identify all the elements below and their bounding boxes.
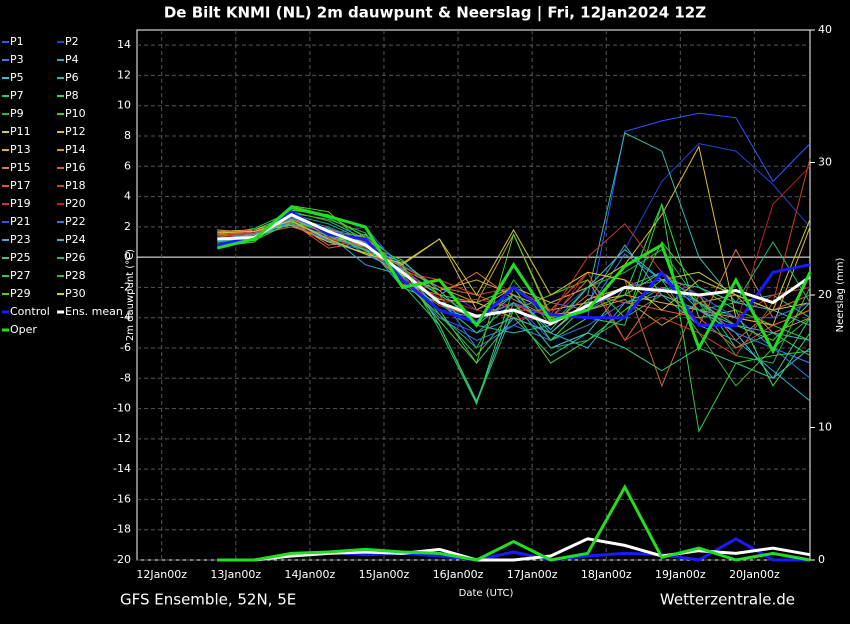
chart-title: De Bilt KNMI (NL) 2m dauwpunt & Neerslag… bbox=[164, 4, 706, 23]
y-tick-label: -8 bbox=[120, 371, 131, 384]
legend-label: P18 bbox=[65, 179, 86, 192]
y-tick-label: 14 bbox=[117, 38, 131, 51]
member-line bbox=[217, 220, 811, 342]
highlight-line bbox=[217, 213, 811, 326]
x-axis-label: Date (UTC) bbox=[459, 588, 514, 599]
x-tick-label: 20Jan00z bbox=[729, 568, 780, 581]
legend-label: P2 bbox=[65, 35, 79, 48]
member-line bbox=[217, 214, 811, 349]
member-line bbox=[217, 219, 811, 311]
y2-axis-label: Neerslag (mm) bbox=[835, 257, 846, 332]
source-right: Wetterzentrale.de bbox=[660, 591, 795, 609]
legend-label: P16 bbox=[65, 161, 86, 174]
y-tick-label: 12 bbox=[117, 68, 131, 81]
y-tick-label: -14 bbox=[113, 462, 131, 475]
legend-label: Ens. mean bbox=[65, 305, 123, 318]
y-tick-label: 0 bbox=[124, 250, 131, 263]
x-tick-label: 17Jan00z bbox=[507, 568, 558, 581]
legend-label: P9 bbox=[10, 107, 24, 120]
legend-label: P24 bbox=[65, 233, 86, 246]
x-tick-label: 19Jan00z bbox=[655, 568, 706, 581]
legend-label: P12 bbox=[65, 125, 86, 138]
x-tick-label: 12Jan00z bbox=[136, 568, 187, 581]
y2-tick-label: 20 bbox=[818, 288, 832, 301]
legend-label: P4 bbox=[65, 53, 79, 66]
y-tick-label: -18 bbox=[113, 523, 131, 536]
legend-label: Oper bbox=[10, 323, 37, 336]
legend-label: P25 bbox=[10, 251, 31, 264]
legend-label: P29 bbox=[10, 287, 31, 300]
legend-label: P8 bbox=[65, 89, 79, 102]
y-tick-label: -2 bbox=[120, 280, 131, 293]
y2-tick-label: 30 bbox=[818, 156, 832, 169]
x-tick-label: 16Jan00z bbox=[433, 568, 484, 581]
legend-label: P1 bbox=[10, 35, 24, 48]
y-tick-label: 8 bbox=[124, 129, 131, 142]
legend-label: P13 bbox=[10, 143, 31, 156]
legend-label: P3 bbox=[10, 53, 24, 66]
legend-label: P28 bbox=[65, 269, 86, 282]
y2-tick-label: 0 bbox=[818, 553, 825, 566]
y2-tick-label: 40 bbox=[818, 23, 832, 36]
precip-line bbox=[217, 483, 811, 562]
x-tick-label: 14Jan00z bbox=[285, 568, 336, 581]
legend-label: P27 bbox=[10, 269, 31, 282]
legend-label: P15 bbox=[10, 161, 31, 174]
y2-tick-label: 10 bbox=[818, 421, 832, 434]
legend-label: P19 bbox=[10, 197, 31, 210]
legend-label: P11 bbox=[10, 125, 31, 138]
legend-label: Control bbox=[10, 305, 50, 318]
legend-label: P30 bbox=[65, 287, 86, 300]
member-line bbox=[217, 217, 811, 379]
y-tick-label: -6 bbox=[120, 341, 131, 354]
legend-label: P26 bbox=[65, 251, 86, 264]
x-tick-label: 15Jan00z bbox=[359, 568, 410, 581]
legend-label: P7 bbox=[10, 89, 24, 102]
source-left: GFS Ensemble, 52N, 5E bbox=[120, 591, 296, 609]
y-tick-label: -12 bbox=[113, 432, 131, 445]
legend-label: P20 bbox=[65, 197, 86, 210]
legend-label: P6 bbox=[65, 71, 79, 84]
highlight-line bbox=[216, 205, 812, 355]
legend-label: P5 bbox=[10, 71, 24, 84]
y-tick-label: 6 bbox=[124, 159, 131, 172]
y-tick-label: -20 bbox=[113, 553, 131, 566]
legend-label: P23 bbox=[10, 233, 31, 246]
y-tick-label: 4 bbox=[124, 190, 131, 203]
legend-label: P22 bbox=[65, 215, 86, 228]
y-tick-label: 2 bbox=[124, 220, 131, 233]
y-tick-label: -4 bbox=[120, 311, 131, 324]
y-tick-label: -10 bbox=[113, 402, 131, 415]
legend-label: P21 bbox=[10, 215, 31, 228]
legend-label: P14 bbox=[65, 143, 86, 156]
y-tick-label: 10 bbox=[117, 99, 131, 112]
legend-label: P10 bbox=[65, 107, 86, 120]
legend-label: P17 bbox=[10, 179, 31, 192]
y-axis-label: 2m dauwpunt (°C) bbox=[125, 249, 136, 341]
y-tick-label: -16 bbox=[113, 492, 131, 505]
x-tick-label: 13Jan00z bbox=[210, 568, 261, 581]
x-tick-label: 18Jan00z bbox=[581, 568, 632, 581]
